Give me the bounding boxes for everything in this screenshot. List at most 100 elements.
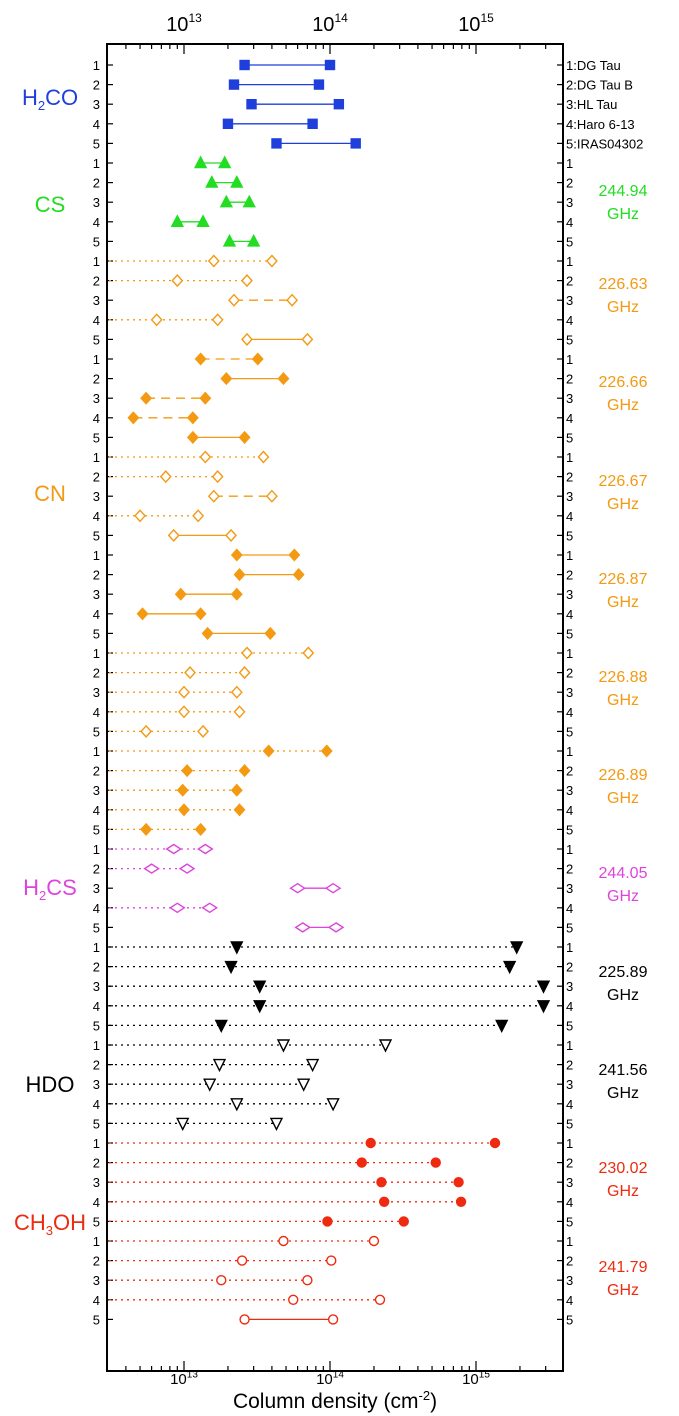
row-number-left: 3	[93, 685, 100, 700]
row-number-left: 4	[93, 1293, 100, 1308]
frequency-label-value: 241.56	[599, 1062, 648, 1079]
marker-diamond-wide	[178, 863, 196, 874]
marker-diamond	[257, 450, 270, 464]
molecule-label-main: CN	[34, 481, 66, 506]
row-number-left: 2	[93, 470, 100, 485]
marker-triangle-up	[196, 214, 210, 228]
marker-diamond	[286, 293, 299, 307]
row-number-left: 2	[93, 1156, 100, 1171]
row-number-left: 5	[93, 234, 100, 249]
marker-diamond	[211, 313, 224, 327]
row-number-right: 5	[566, 626, 573, 641]
marker-circle	[453, 1176, 464, 1188]
row-number-right: 4	[566, 607, 573, 622]
row-number-right: 4	[566, 215, 573, 230]
frequency-label-unit: GHz	[607, 888, 639, 905]
marker-triangle-down	[230, 941, 244, 955]
frequency-label-value: 230.02	[599, 1160, 648, 1177]
row-number-right: 5	[566, 920, 573, 935]
marker-diamond	[288, 548, 301, 562]
row-number-right: 2	[566, 666, 573, 681]
source-legend-label: 3:HL Tau	[566, 97, 617, 112]
marker-diamond	[230, 548, 243, 562]
tick-label-bottom: 1015	[462, 1369, 490, 1388]
marker-triangle-up	[218, 155, 232, 169]
marker-diamond	[230, 685, 243, 699]
marker-diamond	[241, 646, 253, 660]
row-number-right: 4	[566, 705, 573, 720]
series-group	[170, 155, 261, 247]
row-number-left: 4	[93, 411, 100, 426]
marker-triangle-down	[203, 1078, 217, 1092]
tick-label-bottom: 1013	[170, 1369, 198, 1388]
row-number-right: 1	[566, 156, 573, 171]
row-number-right: 3	[566, 979, 573, 994]
marker-circle	[489, 1137, 501, 1149]
row-number-left: 4	[93, 509, 100, 524]
frequency-label-value: 244.94	[599, 183, 648, 200]
tick-label-exponent: 14	[334, 11, 348, 25]
row-number-right: 3	[566, 1077, 573, 1092]
row-number-left: 5	[93, 822, 100, 837]
row-number-left: 3	[93, 881, 100, 896]
marker-square	[333, 98, 345, 110]
marker-diamond	[136, 607, 149, 621]
tick-label-top: 1015	[458, 11, 494, 36]
marker-triangle-down	[495, 1019, 509, 1033]
marker-circle	[430, 1157, 441, 1168]
marker-diamond-wide	[201, 902, 219, 914]
molecule-label: CH3OH	[14, 1210, 86, 1238]
source-legend-label: 2:DG Tau B	[566, 78, 633, 93]
marker-circle	[322, 1216, 333, 1227]
marker-diamond	[228, 293, 240, 307]
marker-triangle-down	[276, 1039, 291, 1053]
row-number-right: 4	[566, 509, 573, 524]
marker-diamond	[194, 607, 207, 621]
row-number-right: 3	[566, 391, 573, 406]
molecule-label: H2CO	[22, 85, 78, 113]
marker-diamond	[171, 274, 184, 288]
marker-circle	[278, 1235, 289, 1247]
marker-circle	[356, 1157, 367, 1168]
series-group	[109, 941, 551, 1033]
marker-diamond	[207, 254, 220, 268]
row-number-right: 2	[566, 862, 573, 877]
marker-circle	[326, 1255, 337, 1266]
marker-triangle-down	[305, 1058, 320, 1073]
molecule-label-subscript: 2	[38, 98, 45, 113]
row-number-right: 1	[566, 548, 573, 563]
marker-diamond-wide	[289, 882, 306, 894]
row-number-left: 4	[93, 803, 100, 818]
x-axis-title-main: Column density (cm	[233, 1390, 419, 1413]
marker-diamond	[186, 411, 199, 425]
marker-diamond	[265, 254, 278, 268]
marker-diamond-wide	[294, 922, 311, 933]
row-number-right: 5	[566, 1116, 573, 1131]
plot-frame	[106, 43, 564, 1372]
tick-label-bottom: 1014	[316, 1369, 344, 1388]
marker-circle	[376, 1176, 387, 1188]
row-number-left: 4	[93, 1195, 100, 1210]
series-group	[109, 843, 345, 933]
marker-circle	[368, 1235, 380, 1247]
marker-triangle-down	[214, 1019, 228, 1033]
molecule-label-rest: CO	[45, 85, 78, 110]
row-number-right: 5	[566, 1214, 573, 1229]
marker-circle	[302, 1274, 313, 1286]
x-axis-title-close: )	[430, 1390, 437, 1413]
molecule-label: CN	[34, 481, 66, 506]
marker-diamond	[159, 470, 172, 484]
marker-triangle-down	[297, 1078, 311, 1092]
marker-triangle-up	[230, 175, 244, 188]
marker-diamond	[127, 411, 140, 425]
axis-ticks	[107, 44, 563, 1371]
row-number-left: 3	[93, 587, 100, 602]
marker-diamond	[264, 626, 277, 640]
x-axis-title-sup: -2	[419, 1388, 431, 1403]
row-number-left: 2	[93, 960, 100, 975]
row-number-right: 4	[566, 1097, 573, 1112]
row-number-right: 4	[566, 999, 573, 1014]
marker-diamond-wide	[165, 843, 182, 855]
molecule-label: H2CS	[23, 875, 77, 903]
